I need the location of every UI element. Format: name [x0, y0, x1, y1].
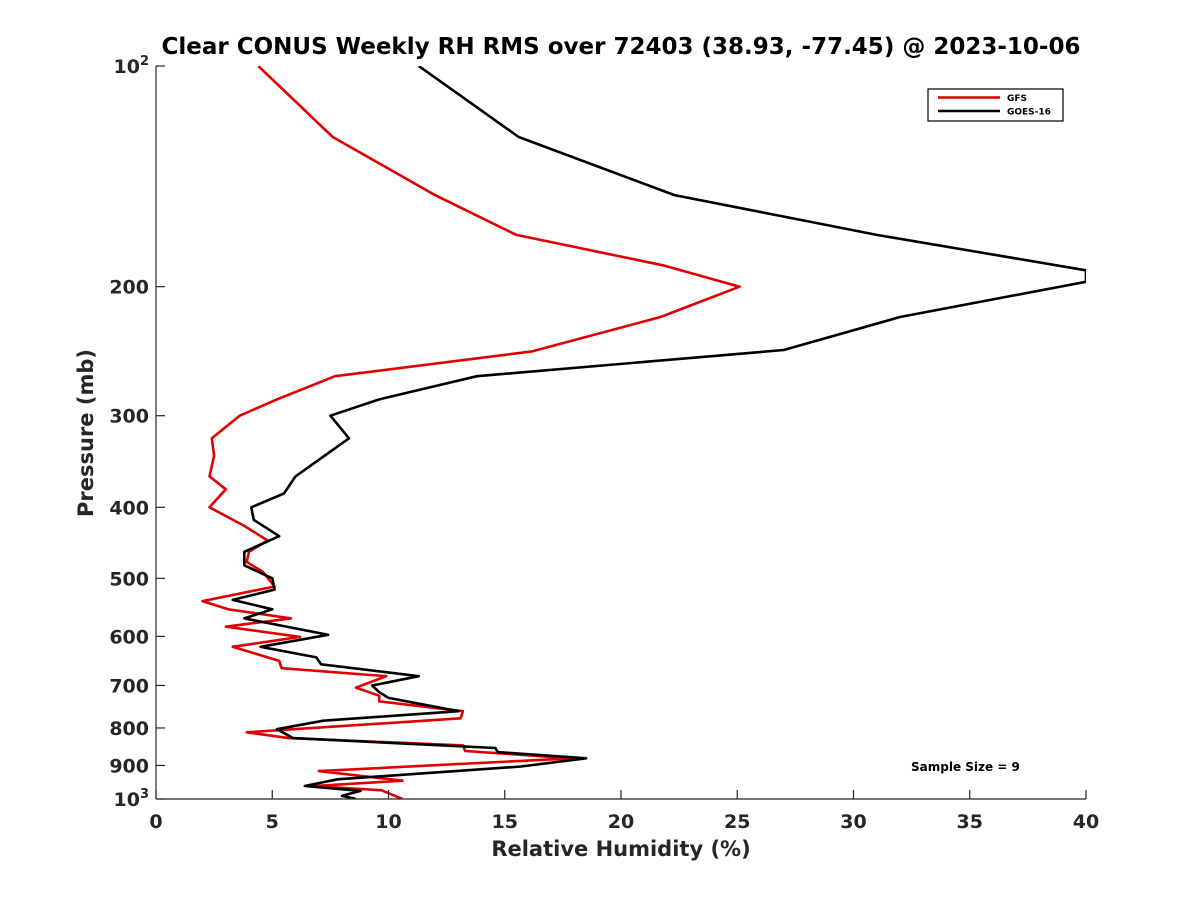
y-axis-label: Pressure (mb) [74, 349, 98, 517]
legend-label-gfs: GFS [1007, 94, 1027, 104]
y-ticks: 102 200 300 400 500 600 700 800 900 103 [109, 54, 165, 811]
legend-label-goes-16: GOES-16 [1007, 108, 1051, 118]
y-tick-label: 103 [114, 787, 150, 811]
y-tick-label: 900 [109, 755, 149, 777]
y-tick-label: 700 [109, 675, 149, 697]
x-tick-label: 20 [608, 811, 634, 833]
chart-title: Clear CONUS Weekly RH RMS over 72403 (38… [162, 34, 1081, 60]
sample-size-annotation: Sample Size = 9 [911, 760, 1020, 774]
y-tick-label: 200 [109, 277, 149, 299]
x-tick-label: 40 [1073, 811, 1099, 833]
x-tick-label: 30 [840, 811, 866, 833]
x-tick-label: 15 [492, 811, 518, 833]
y-tick-label: 300 [109, 406, 149, 428]
series-line-goes-16 [231, 66, 1086, 799]
y-tick-label: 400 [109, 497, 149, 519]
y-tick-label: 500 [109, 568, 149, 590]
x-ticks: 0 5 10 15 20 25 30 35 40 [149, 790, 1099, 833]
x-tick-label: 25 [724, 811, 750, 833]
series-layer [201, 66, 1086, 799]
y-tick-label: 102 [114, 54, 150, 78]
legend: GFS GOES-16 [927, 88, 1064, 122]
x-tick-label: 10 [375, 811, 401, 833]
legend-box [927, 88, 1064, 122]
x-tick-label: 5 [266, 811, 279, 833]
x-axis-label: Relative Humidity (%) [491, 837, 750, 861]
y-tick-label: 800 [109, 718, 149, 740]
x-tick-label: 35 [957, 811, 983, 833]
x-tick-label: 0 [149, 811, 162, 833]
y-tick-label: 600 [109, 626, 149, 648]
